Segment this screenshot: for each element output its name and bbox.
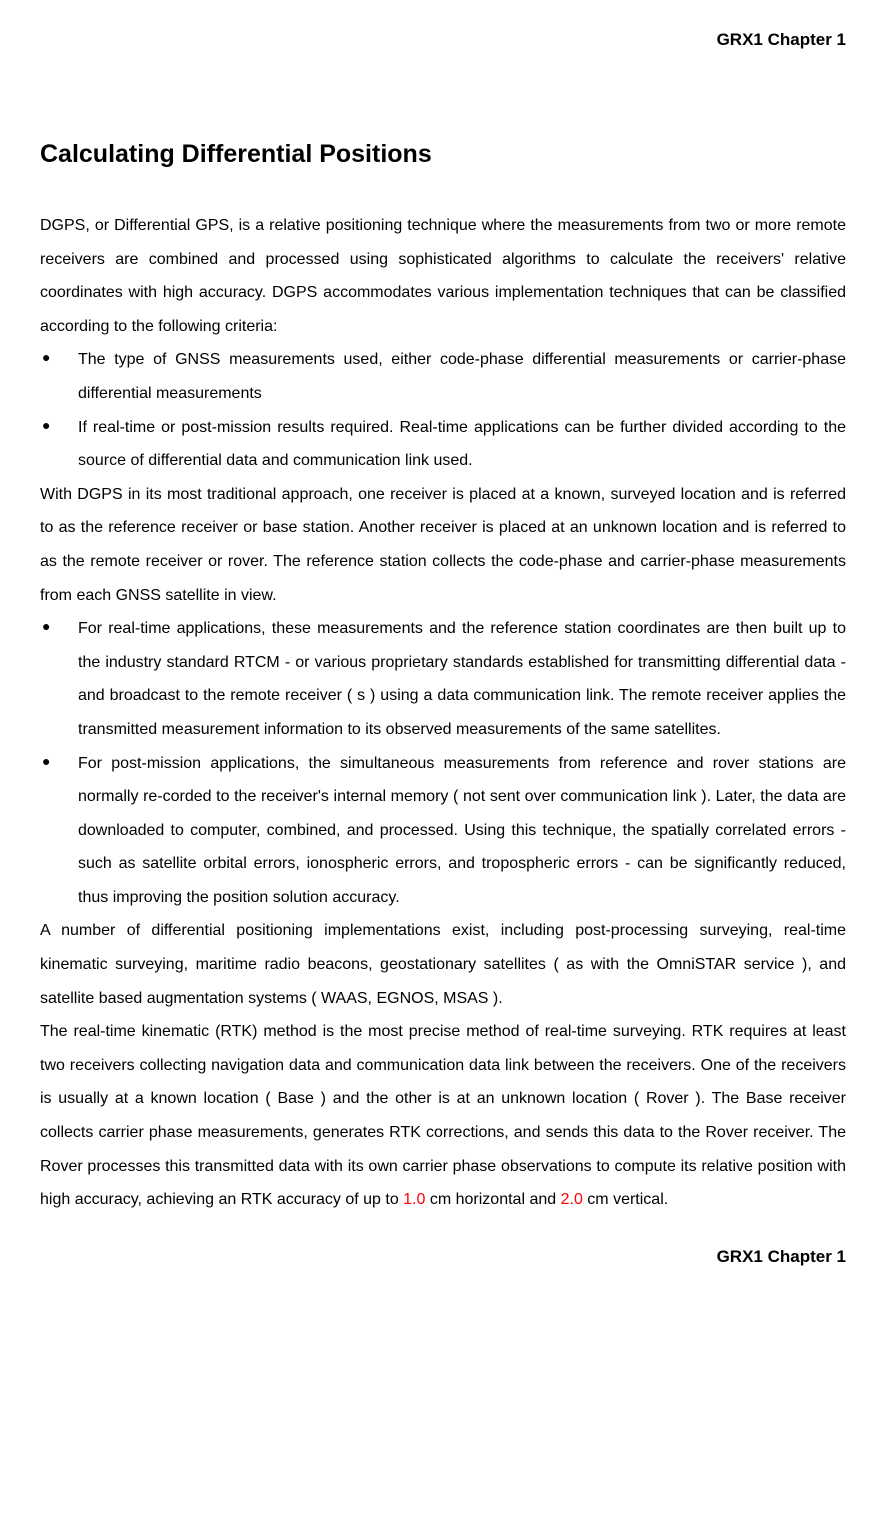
body-content: DGPS, or Differential GPS, is a relative… xyxy=(40,209,846,1217)
list-item: For post-mission applications, the simul… xyxy=(40,747,846,915)
page-header: GRX1 Chapter 1 xyxy=(40,30,846,50)
list-item: The type of GNSS measurements used, eith… xyxy=(40,343,846,410)
rtk-vertical-accuracy: 2.0 xyxy=(561,1191,583,1208)
rtk-text-pre: The real-time kinematic (RTK) method is … xyxy=(40,1023,846,1208)
dgps-paragraph: With DGPS in its most traditional approa… xyxy=(40,478,846,612)
rtk-text-mid: cm horizontal and xyxy=(425,1191,560,1208)
rtk-paragraph: The real-time kinematic (RTK) method is … xyxy=(40,1015,846,1217)
page-footer: GRX1 Chapter 1 xyxy=(40,1247,846,1267)
criteria-list: The type of GNSS measurements used, eith… xyxy=(40,343,846,477)
document-page: GRX1 Chapter 1 Calculating Differential … xyxy=(0,0,886,1532)
intro-paragraph: DGPS, or Differential GPS, is a relative… xyxy=(40,209,846,343)
list-item: If real-time or post-mission results req… xyxy=(40,411,846,478)
applications-list: For real-time applications, these measur… xyxy=(40,612,846,914)
list-item: For real-time applications, these measur… xyxy=(40,612,846,746)
rtk-horizontal-accuracy: 1.0 xyxy=(403,1191,425,1208)
section-heading: Calculating Differential Positions xyxy=(40,140,846,169)
implementations-paragraph: A number of differential positioning imp… xyxy=(40,914,846,1015)
rtk-text-post: cm vertical. xyxy=(583,1191,668,1208)
